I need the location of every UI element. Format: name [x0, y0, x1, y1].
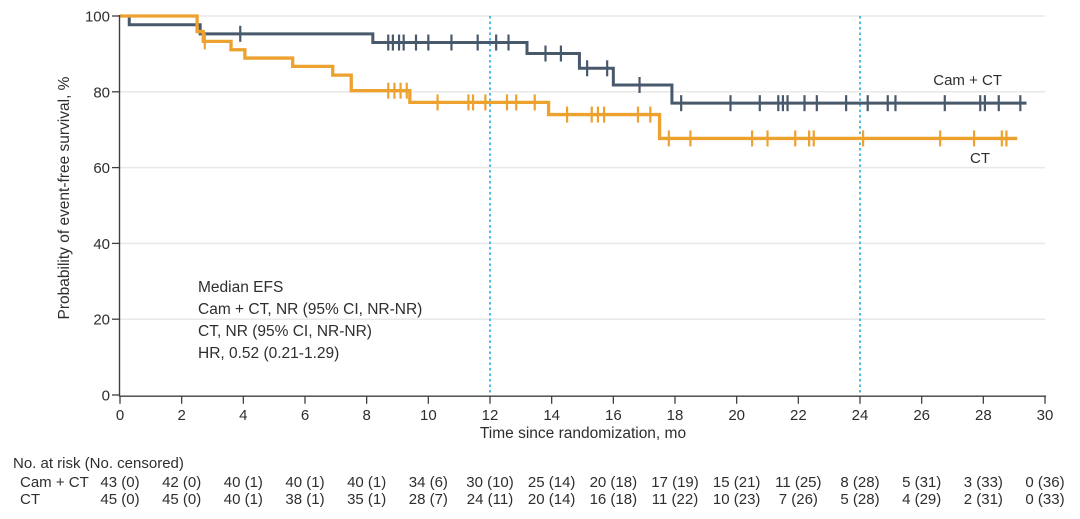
risk-cell-ct: 40 (1)	[224, 491, 263, 508]
risk-cell-ct: 20 (14)	[528, 491, 576, 508]
x-tick-label: 18	[667, 407, 684, 424]
x-tick-label: 2	[177, 407, 185, 424]
x-tick-label: 16	[605, 407, 622, 424]
y-tick-label: 60	[93, 160, 110, 177]
median-efs-annotation: Median EFS Cam + CT, NR (95% CI, NR-NR) …	[198, 279, 422, 362]
annotation-line-3: CT, NR (95% CI, NR-NR)	[198, 323, 372, 340]
survival-curves	[120, 14, 1027, 147]
km-curve-cam-ct	[120, 14, 1027, 105]
risk-row-label-cam-ct: Cam + CT	[20, 474, 89, 491]
risk-cell-cam-ct: 40 (1)	[224, 474, 263, 491]
x-tick-label: 30	[1037, 407, 1054, 424]
risk-cell-ct: 11 (22)	[652, 491, 698, 508]
annotation-line-4: HR, 0.52 (0.21-1.29)	[198, 345, 339, 362]
gridlines	[120, 15, 1045, 321]
risk-row-label-ct: CT	[20, 491, 40, 508]
risk-cell-ct: 45 (0)	[100, 491, 139, 508]
series-label-ct: CT	[970, 150, 990, 167]
risk-cell-cam-ct: 25 (14)	[528, 474, 576, 491]
x-tick-label: 20	[728, 407, 745, 424]
x-tick-label: 0	[116, 407, 124, 424]
risk-cell-cam-ct: 17 (19)	[651, 474, 699, 491]
risk-cell-cam-ct: 8 (28)	[840, 474, 879, 491]
y-tick-label: 0	[102, 388, 110, 405]
annotation-line-2: Cam + CT, NR (95% CI, NR-NR)	[198, 301, 422, 318]
risk-cell-cam-ct: 15 (21)	[713, 474, 761, 491]
risk-cell-ct: 2 (31)	[964, 491, 1003, 508]
x-tick-label: 22	[790, 407, 807, 424]
risk-cell-cam-ct: 34 (6)	[409, 474, 448, 491]
risk-cell-cam-ct: 40 (1)	[347, 474, 386, 491]
x-tick-label: 10	[420, 407, 437, 424]
risk-cell-ct: 35 (1)	[347, 491, 386, 508]
risk-cell-ct: 24 (11)	[467, 491, 513, 508]
risk-cell-cam-ct: 11 (25)	[775, 474, 821, 491]
risk-cell-cam-ct: 0 (36)	[1025, 474, 1064, 491]
annotation-line-1: Median EFS	[198, 279, 283, 296]
risk-cell-ct: 5 (28)	[840, 491, 879, 508]
risk-cell-cam-ct: 42 (0)	[162, 474, 201, 491]
x-tick-label: 26	[913, 407, 930, 424]
risk-cell-ct: 45 (0)	[162, 491, 201, 508]
reference-lines	[489, 16, 861, 397]
risk-cell-ct: 16 (18)	[590, 491, 638, 508]
risk-cell-cam-ct: 30 (10)	[466, 474, 514, 491]
risk-cell-cam-ct: 43 (0)	[100, 474, 139, 491]
risk-cell-ct: 28 (7)	[409, 491, 448, 508]
x-tick-label: 14	[543, 407, 560, 424]
x-tick-label: 6	[301, 407, 309, 424]
x-tick-label: 12	[482, 407, 499, 424]
risk-cell-ct: 10 (23)	[713, 491, 761, 508]
y-tick-label: 20	[93, 312, 110, 329]
axes	[112, 15, 1046, 404]
x-axis-title: Time since randomization, mo	[480, 425, 686, 442]
series-label-cam-ct: Cam + CT	[933, 72, 1002, 89]
risk-cell-ct: 0 (33)	[1025, 491, 1064, 508]
risk-cell-cam-ct: 5 (31)	[902, 474, 941, 491]
risk-table-values: 43 (0) 42 (0) 40 (1) 40 (1) 40 (1) 34 (6) 30 (…	[100, 474, 1064, 508]
x-tick-label: 28	[975, 407, 992, 424]
x-tick-label: 4	[239, 407, 247, 424]
y-tick-label: 40	[93, 236, 110, 253]
y-tick-label: 100	[85, 9, 110, 26]
y-axis-title: Probability of event-free survival, %	[56, 76, 73, 319]
risk-cell-ct: 4 (29)	[902, 491, 941, 508]
x-tick-label: 8	[362, 407, 370, 424]
risk-cell-cam-ct: 3 (33)	[964, 474, 1003, 491]
x-tick-label: 24	[852, 407, 869, 424]
risk-cell-ct: 38 (1)	[285, 491, 324, 508]
risk-cell-ct: 7 (26)	[779, 491, 818, 508]
km-curve-ct	[120, 14, 1018, 141]
y-tick-label: 80	[93, 84, 110, 101]
risk-cell-cam-ct: 20 (18)	[590, 474, 638, 491]
risk-cell-cam-ct: 40 (1)	[285, 474, 324, 491]
risk-table-heading: No. at risk (No. censored)	[13, 455, 184, 472]
